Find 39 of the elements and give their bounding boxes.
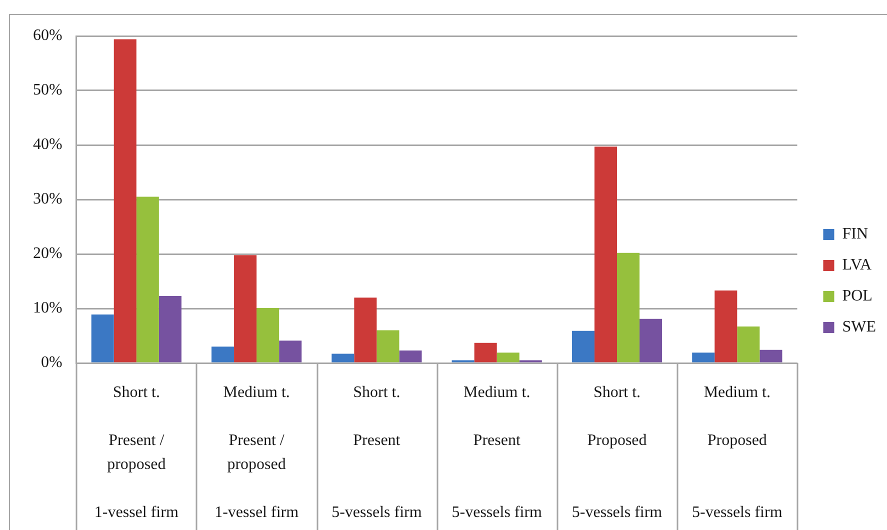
y-tick-label: 60% <box>33 27 62 44</box>
category-label: Short t. Proposed 5-vessels firm <box>572 384 662 522</box>
bar <box>354 298 377 362</box>
bar <box>332 354 354 362</box>
bar <box>572 330 594 362</box>
bar <box>91 314 114 362</box>
category-label: Short t. Present / proposed 1-vessel firm <box>94 384 178 522</box>
bar <box>376 330 400 362</box>
bar <box>399 350 422 362</box>
bar <box>737 326 760 362</box>
bar <box>496 352 520 362</box>
legend-label: POL <box>842 288 872 305</box>
bar <box>760 350 782 362</box>
bar <box>114 39 136 362</box>
legend-label: FIN <box>842 226 868 243</box>
y-tick-label: 50% <box>33 82 62 99</box>
category-label: Medium t. Proposed 5-vessels firm <box>692 384 782 522</box>
bar <box>158 296 182 362</box>
bar <box>640 318 662 362</box>
bar <box>279 340 302 362</box>
y-tick-label: 40% <box>33 136 62 154</box>
category-label: Medium t. Present 5-vessels firm <box>452 384 542 522</box>
bar <box>136 196 159 362</box>
y-tick-label: 0% <box>41 354 62 372</box>
legend-label: LVA <box>842 256 872 274</box>
bar <box>617 252 640 362</box>
bar <box>211 346 234 362</box>
bar <box>594 146 617 362</box>
category-label: Medium t. Present / proposed 1-vessel firm <box>214 384 299 522</box>
y-tick-label: 10% <box>33 300 62 317</box>
bar <box>714 290 738 362</box>
bar <box>692 352 715 362</box>
bar <box>234 255 257 362</box>
y-tick-label: 30% <box>33 190 62 208</box>
legend-label: SWE <box>842 318 876 336</box>
bar <box>256 308 280 362</box>
bar <box>474 342 497 362</box>
category-label: Short t. Present 5-vessels firm <box>332 384 422 522</box>
y-tick-label: 20% <box>33 245 62 262</box>
